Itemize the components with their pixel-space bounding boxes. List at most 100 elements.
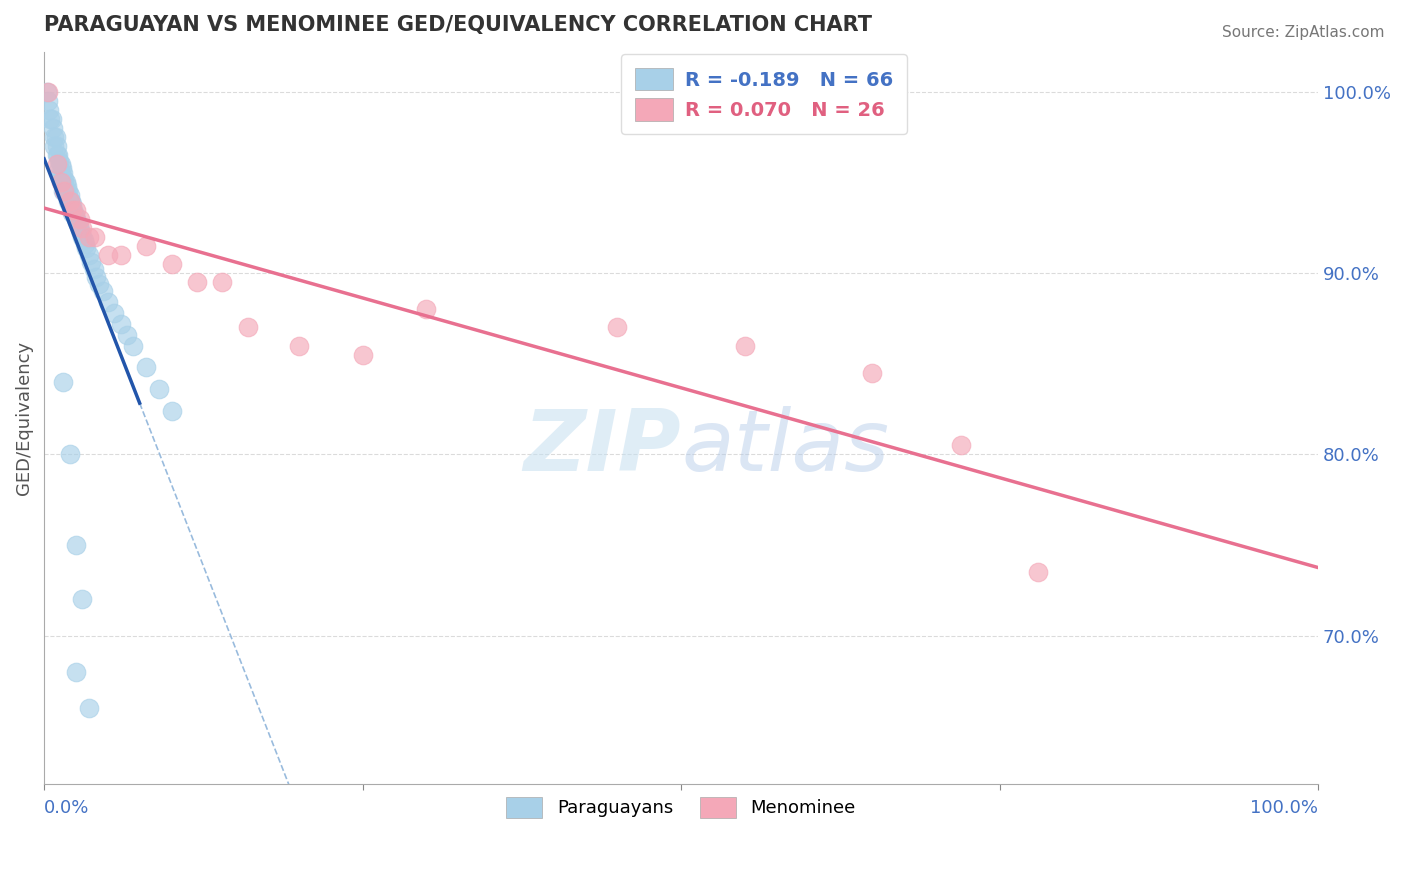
Point — [80, 255, 103, 269]
Point — [77, 701, 100, 715]
Point — [56, 179, 79, 194]
Point — [97, 248, 120, 262]
Text: ZIP: ZIP — [523, 406, 681, 489]
Point — [58, 194, 80, 208]
Point — [65, 211, 87, 226]
Point — [73, 237, 96, 252]
Point — [41, 112, 63, 126]
Point — [52, 166, 75, 180]
Point — [72, 220, 94, 235]
Point — [65, 202, 87, 217]
Point — [87, 277, 110, 291]
Point — [52, 185, 75, 199]
Legend: Paraguayans, Menominee: Paraguayans, Menominee — [498, 788, 865, 827]
Point — [37, 94, 59, 108]
Point — [352, 348, 374, 362]
Point — [65, 538, 87, 552]
Point — [45, 130, 67, 145]
Point — [59, 202, 82, 217]
Point — [415, 302, 437, 317]
Point — [77, 229, 100, 244]
Point — [52, 375, 75, 389]
Point — [160, 404, 183, 418]
Point — [122, 338, 145, 352]
Point — [70, 226, 93, 240]
Point — [186, 275, 208, 289]
Point — [606, 320, 628, 334]
Point — [51, 161, 73, 175]
Text: 100.0%: 100.0% — [1250, 799, 1319, 817]
Text: atlas: atlas — [681, 406, 889, 489]
Point — [35, 85, 58, 99]
Point — [103, 306, 125, 320]
Point — [48, 161, 70, 175]
Point — [45, 148, 67, 162]
Point — [58, 188, 80, 202]
Point — [734, 338, 756, 352]
Point — [60, 202, 83, 217]
Point — [60, 206, 83, 220]
Y-axis label: GED/Equivalency: GED/Equivalency — [15, 341, 32, 495]
Point — [53, 179, 76, 194]
Point — [110, 248, 132, 262]
Point — [86, 269, 108, 284]
Point — [48, 153, 70, 168]
Point — [69, 222, 91, 236]
Point — [56, 188, 79, 202]
Point — [37, 85, 59, 99]
Point — [160, 257, 183, 271]
Point — [69, 211, 91, 226]
Point — [58, 447, 80, 461]
Point — [55, 175, 77, 189]
Point — [83, 262, 105, 277]
Point — [58, 194, 80, 208]
Point — [72, 234, 94, 248]
Point — [135, 239, 157, 253]
Point — [67, 219, 90, 233]
Point — [75, 241, 97, 255]
Point — [45, 157, 67, 171]
Point — [55, 185, 77, 199]
Point — [72, 592, 94, 607]
Point — [148, 382, 170, 396]
Point — [63, 208, 86, 222]
Point — [58, 197, 80, 211]
Point — [53, 185, 76, 199]
Text: Source: ZipAtlas.com: Source: ZipAtlas.com — [1222, 25, 1385, 40]
Point — [49, 157, 72, 171]
Point — [860, 366, 883, 380]
Point — [1026, 566, 1049, 580]
Point — [84, 229, 107, 244]
Point — [51, 171, 73, 186]
Point — [49, 175, 72, 189]
Point — [65, 665, 87, 679]
Point — [42, 120, 65, 135]
Point — [58, 185, 80, 199]
Point — [135, 360, 157, 375]
Point — [97, 295, 120, 310]
Point — [72, 229, 94, 244]
Point — [115, 327, 138, 342]
Point — [39, 112, 62, 126]
Point — [46, 148, 69, 162]
Point — [236, 320, 259, 334]
Point — [44, 130, 66, 145]
Point — [288, 338, 311, 352]
Point — [59, 194, 82, 208]
Point — [49, 166, 72, 180]
Point — [53, 171, 76, 186]
Point — [38, 103, 60, 117]
Point — [62, 202, 84, 217]
Point — [91, 284, 114, 298]
Point — [52, 175, 75, 189]
Point — [45, 139, 67, 153]
Point — [44, 139, 66, 153]
Point — [110, 317, 132, 331]
Point — [77, 248, 100, 262]
Point — [60, 197, 83, 211]
Point — [211, 275, 233, 289]
Text: PARAGUAYAN VS MENOMINEE GED/EQUIVALENCY CORRELATION CHART: PARAGUAYAN VS MENOMINEE GED/EQUIVALENCY … — [44, 15, 872, 35]
Text: 0.0%: 0.0% — [44, 799, 90, 817]
Point — [66, 215, 89, 229]
Point — [950, 438, 973, 452]
